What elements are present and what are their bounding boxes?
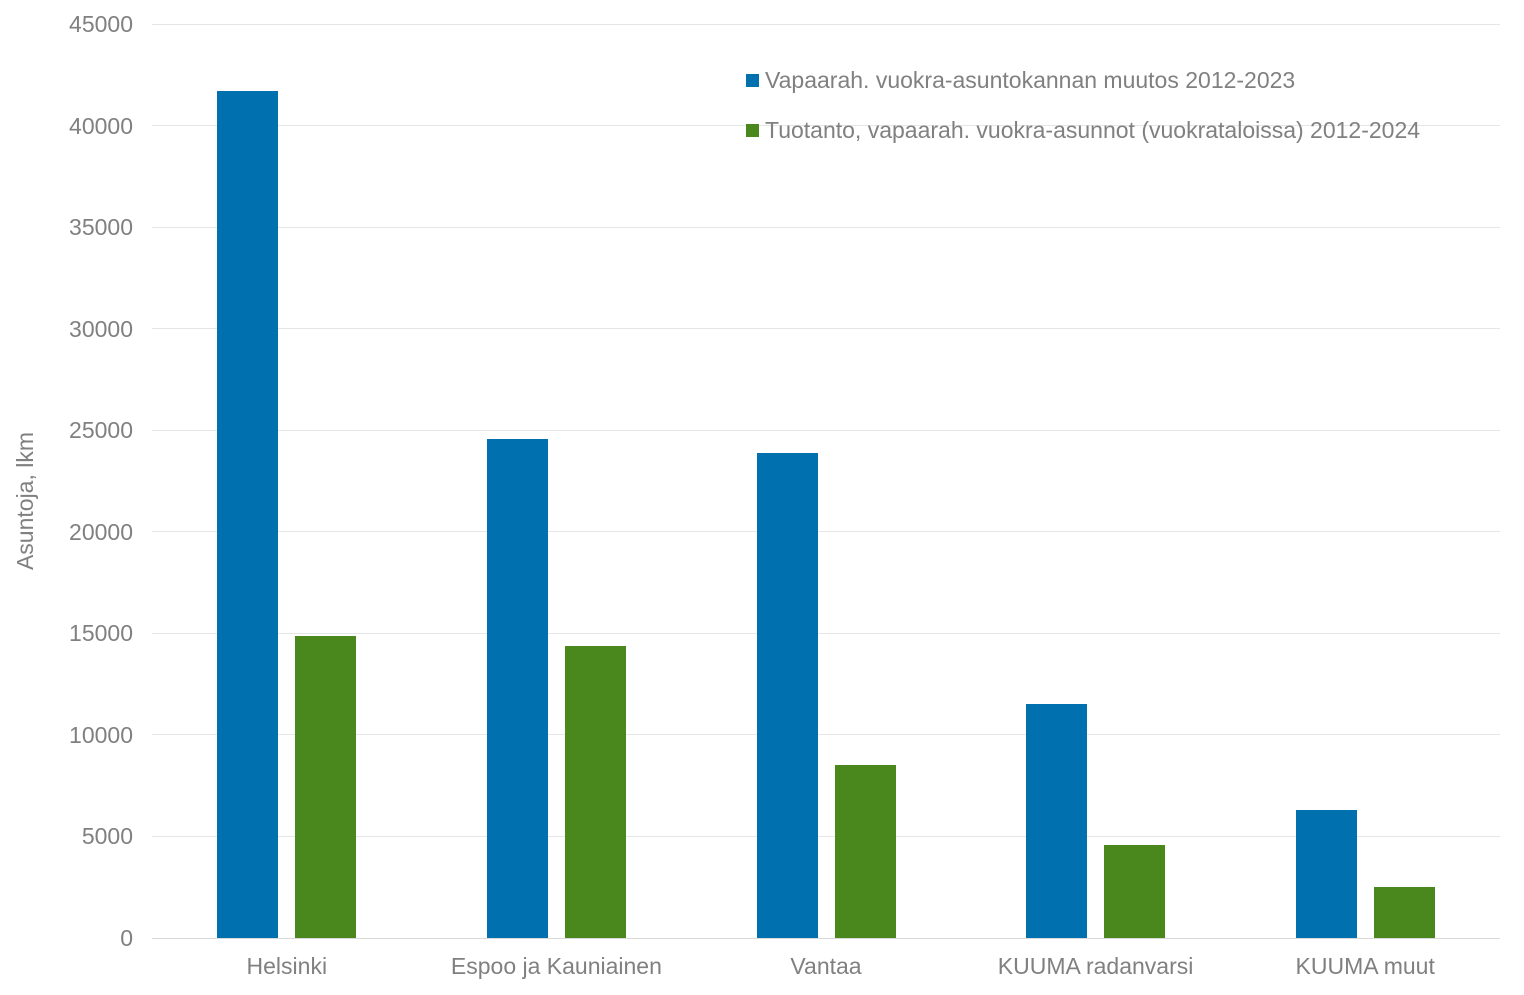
y-tick-label-5000: 5000	[81, 823, 133, 850]
gridline-20000	[152, 531, 1500, 533]
bar-series0-kuuma-radanvarsi	[1026, 704, 1088, 938]
legend-item-series-0: Vapaarah. vuokra-asuntokannan muutos 201…	[746, 66, 1420, 94]
gridline-15000	[152, 632, 1500, 634]
y-tick-label-30000: 30000	[69, 315, 133, 342]
gridline-10000	[152, 734, 1500, 736]
y-tick-label-45000: 45000	[69, 11, 133, 37]
plot-area	[152, 23, 1500, 939]
y-tick-label-15000: 15000	[69, 620, 133, 647]
bar-series1-espoo-ja-kauniainen	[564, 645, 626, 938]
gridline-25000	[152, 429, 1500, 431]
y-tick-label-40000: 40000	[69, 112, 133, 139]
bar-series1-kuuma-radanvarsi	[1104, 844, 1166, 938]
bar-series1-helsinki	[295, 636, 357, 938]
gridline-35000	[152, 226, 1500, 228]
x-tick-label-kuuma-radanvarsi: KUUMA radanvarsi	[997, 953, 1194, 979]
gridline-0	[152, 937, 1500, 939]
legend-marker-green-icon	[746, 123, 759, 137]
bar-series0-kuuma-muut	[1295, 810, 1357, 938]
bar-series0-helsinki	[217, 91, 279, 938]
x-tick-label-espoo-ja-kauniainen: Espoo ja Kauniainen	[450, 953, 662, 979]
bar-series0-vantaa	[756, 452, 818, 938]
y-tick-label-20000: 20000	[69, 518, 133, 545]
legend-item-series-1: Tuotanto, vapaarah. vuokra-asunnot (vuok…	[746, 116, 1420, 144]
x-tick-label-vantaa: Vantaa	[790, 953, 862, 979]
legend-label-series-1: Tuotanto, vapaarah. vuokra-asunnot (vuok…	[765, 116, 1421, 143]
x-tick-label-helsinki: Helsinki	[246, 953, 328, 979]
gridline-5000	[152, 835, 1500, 837]
y-tick-label-25000: 25000	[69, 417, 133, 444]
bar-series1-vantaa	[834, 765, 896, 938]
legend-marker-blue-icon	[746, 73, 759, 87]
gridline-30000	[152, 328, 1500, 330]
y-tick-label-10000: 10000	[69, 721, 133, 748]
gridline-45000	[152, 23, 1500, 25]
x-tick-label-kuuma-muut: KUUMA muut	[1295, 953, 1435, 979]
legend-label-series-0: Vapaarah. vuokra-asuntokannan muutos 201…	[765, 66, 1296, 93]
legend: Vapaarah. vuokra-asuntokannan muutos 201…	[746, 66, 1420, 166]
y-tick-label-0: 0	[120, 925, 133, 951]
gridline-40000	[152, 125, 1500, 127]
bar-series0-espoo-ja-kauniainen	[486, 439, 548, 938]
y-tick-label-35000: 35000	[69, 214, 133, 241]
bar-series1-kuuma-muut	[1373, 887, 1435, 938]
